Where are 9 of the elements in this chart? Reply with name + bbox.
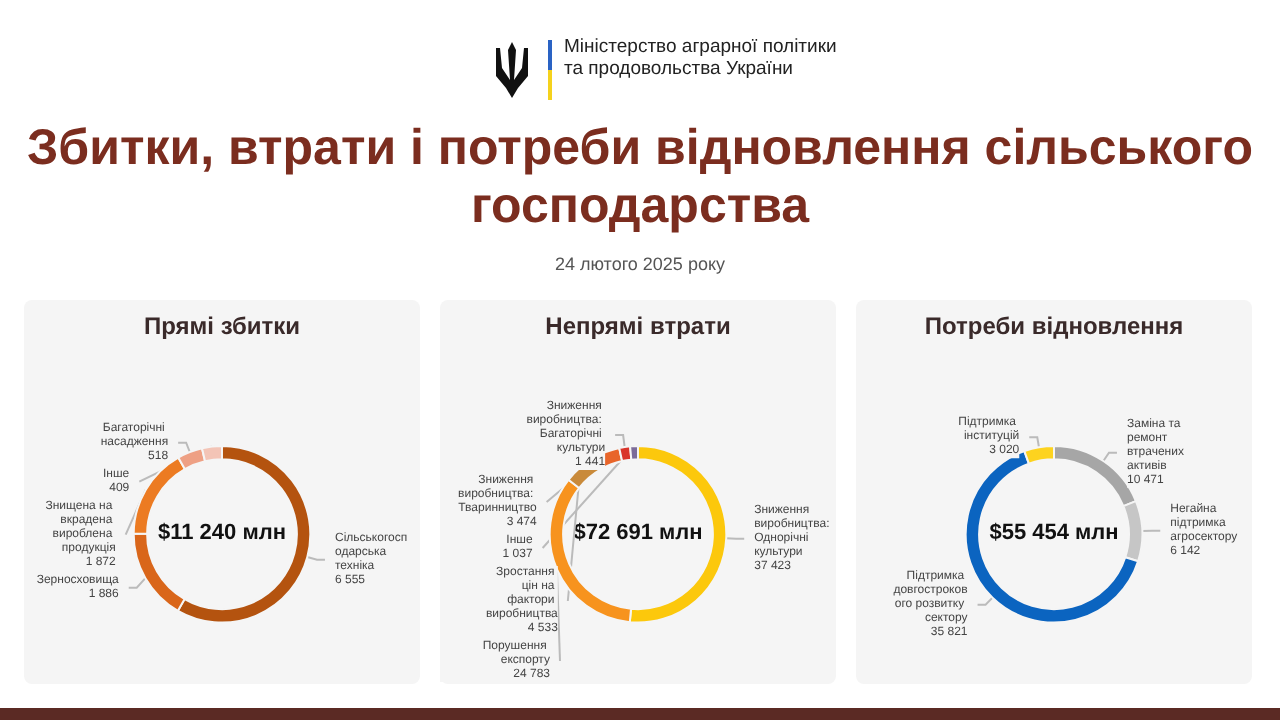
text: $72 691 млн [573,521,703,545]
text: Збитки, втрати і потреби відновлення сільського господарства [25,120,1255,236]
chart-title: Прямі збитки [143,312,301,340]
text: $11 240 млн [158,521,286,545]
text: 24 лютого 2025 року [552,254,727,274]
text: Міністерство аграрної політики та продовольства України [564,36,839,80]
text: $55 454 млн [989,521,1119,545]
chart-title: Непрямі втрати [545,312,731,340]
chart-title: Потреби відновлення [924,312,1184,340]
